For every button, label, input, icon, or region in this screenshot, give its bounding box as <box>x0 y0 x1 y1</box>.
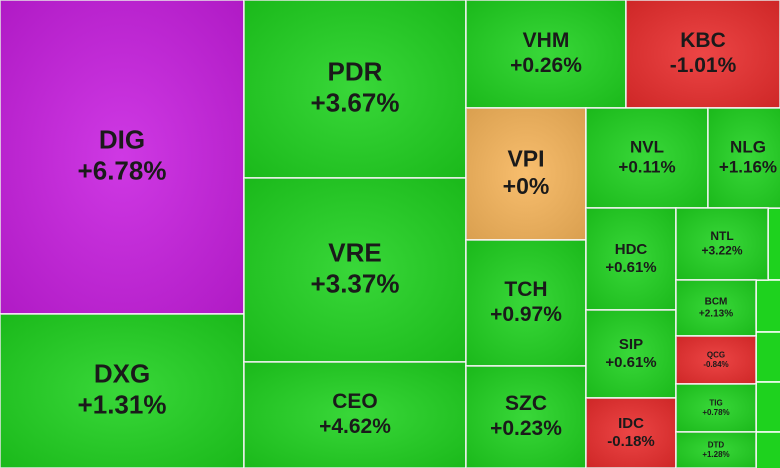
ticker-label: NLG <box>730 137 766 156</box>
change-label: +1.28% <box>702 450 729 459</box>
change-label: +0.78% <box>702 408 729 417</box>
change-label: +3.22% <box>701 243 742 257</box>
ticker-label: NTL <box>710 229 733 243</box>
change-label: +1.16% <box>719 158 777 177</box>
change-label: +3.37% <box>311 268 400 298</box>
ticker-label: IDC <box>618 415 644 432</box>
change-label: +4.62% <box>319 415 391 438</box>
change-label: +0.26% <box>510 54 582 77</box>
ticker-label: KBC <box>680 29 726 52</box>
change-label: +1.31% <box>78 389 167 419</box>
change-label: +3.67% <box>311 87 400 117</box>
partial-tile <box>755 381 780 433</box>
partial-tile <box>767 207 780 281</box>
ticker-label: NVL <box>630 137 664 156</box>
change-label: -0.18% <box>607 433 655 450</box>
change-label: +0.61% <box>605 259 656 276</box>
ticker-label: SZC <box>505 392 547 415</box>
change-label: -1.01% <box>670 54 737 77</box>
change-label: +0.11% <box>618 158 675 177</box>
ticker-label: SIP <box>619 336 643 353</box>
ticker-label: DIG <box>99 124 145 154</box>
ticker-label: PDR <box>328 56 383 86</box>
ticker-label: VPI <box>507 145 544 171</box>
partial-tile <box>755 431 780 468</box>
partial-tile <box>755 279 780 333</box>
partial-tile <box>755 331 780 383</box>
change-label: +0.61% <box>605 354 656 371</box>
change-label: +6.78% <box>78 155 167 185</box>
change-label: +0.97% <box>490 303 562 326</box>
ticker-label: TCH <box>504 278 547 301</box>
change-label: -0.84% <box>703 360 728 369</box>
ticker-label: VRE <box>328 237 381 267</box>
ticker-label: DXG <box>94 358 150 388</box>
change-label: +0% <box>503 173 550 199</box>
ticker-label: TIG <box>709 398 722 407</box>
ticker-label: QCG <box>707 350 725 359</box>
ticker-label: VHM <box>523 29 570 52</box>
change-label: +0.23% <box>490 417 562 440</box>
ticker-label: HDC <box>615 241 648 258</box>
change-label: +2.13% <box>699 309 733 320</box>
ticker-label: CEO <box>332 390 378 413</box>
ticker-label: BCM <box>705 297 728 308</box>
ticker-label: DTD <box>708 440 725 449</box>
